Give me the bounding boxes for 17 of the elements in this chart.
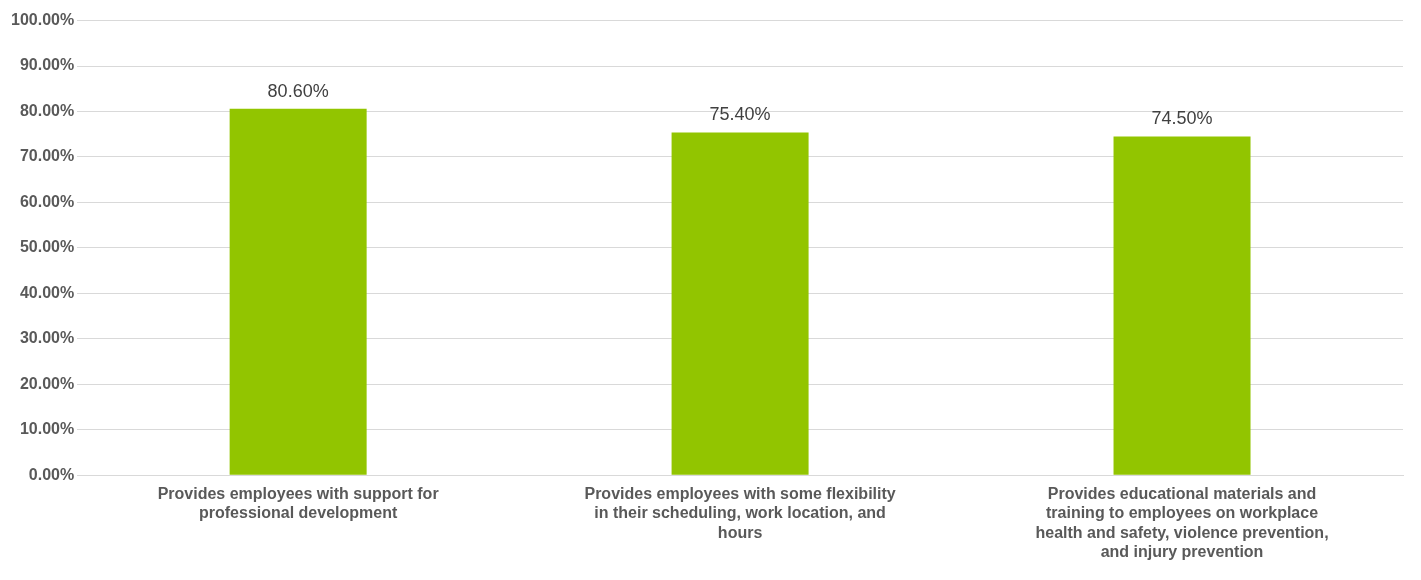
x-tick-label: Provides employees with some flexibility in their scheduling, work location, and hours [584, 485, 896, 541]
y-tick-label: 90.00% [19, 56, 75, 74]
y-tick-label: 40.00% [19, 283, 75, 301]
y-tick-label: 10.00% [19, 420, 75, 438]
y-tick-label: 30.00% [19, 329, 75, 347]
x-tick-label: Provides educational materials and training to employees on workplace health and safety, violence prevention, and injury prevention [1035, 485, 1329, 560]
data-label: 80.60% [267, 80, 329, 101]
y-tick-label: 50.00% [19, 238, 75, 256]
y-tick-label: 70.00% [19, 147, 75, 165]
y-tick-label: 20.00% [19, 374, 75, 392]
data-label: 75.40% [709, 104, 771, 125]
y-tick-label: 60.00% [19, 192, 75, 210]
y-tick-label: 80.00% [19, 101, 75, 119]
y-tick-label: 100.00% [10, 11, 75, 29]
x-tick-label: Provides employees with support for professional development [157, 485, 439, 522]
y-tick-label: 0.00% [28, 465, 75, 483]
data-label: 74.50% [1151, 108, 1213, 129]
